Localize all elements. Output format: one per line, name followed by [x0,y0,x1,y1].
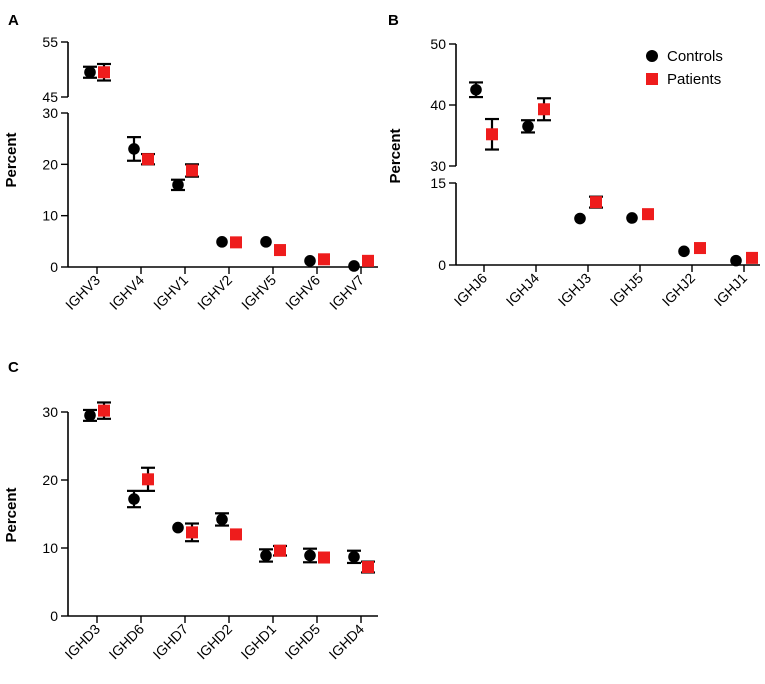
panel-b-controls-point [522,120,534,133]
panel-b-controls-point [678,245,690,258]
panel-b-x-label-ighj5: IGHJ5 [607,270,647,310]
panel-a-y-tick-label: 45 [42,89,58,105]
panel-a-controls-point [348,260,360,272]
panel-b-y-tick-label: 30 [430,158,446,174]
panel-a-y-tick-label: 0 [50,259,58,275]
panel-a-x-label-ighv4: IGHV4 [106,272,147,313]
panel-c-x-label-ighd6: IGHD6 [106,621,148,663]
panel-c-patients-point [142,473,154,486]
panel-c-label: C [8,359,19,376]
panel-b-label: B [388,12,399,29]
panel-a-y-tick-label: 10 [42,208,58,224]
panel-a-controls-point [128,143,140,155]
panel-a-patients-point [230,236,242,249]
legend: Controls Patients [646,48,723,88]
panel-c-patients-point [362,561,374,574]
panel-c-x-label-ighd4: IGHD4 [326,621,368,663]
panel-b-y-axis-title: Percent [387,128,404,183]
panel-a-y-tick-label: 55 [42,34,58,50]
panel-a-x-label-ighv5: IGHV5 [238,272,279,313]
panel-c-x-label-ighd5: IGHD5 [282,621,324,663]
panel-a-y-tick-label: 20 [42,156,58,172]
panel-a-y-tick-label: 30 [42,105,58,121]
panel-b-x-label-ighj1: IGHJ1 [711,270,751,310]
panel-a-patients-point [186,164,198,177]
panel-c-y-axis-title: Percent [3,487,20,542]
panel-b-y-tick-label: 0 [438,257,446,273]
legend-controls-label: Controls [667,48,723,65]
panel-b-patients-point [642,208,654,221]
panel-c-patients-point [274,544,286,557]
panel-c-patients-point [230,528,242,541]
panel-b-x-label-ighj2: IGHJ2 [659,270,699,310]
panel-c-x-label-ighd1: IGHD1 [238,621,280,663]
panel-c-patients-point [98,404,110,417]
panel-a-patients-point [318,253,330,266]
panel-c-controls-point [84,409,96,422]
panel-b-patients-point [590,196,602,209]
panel-c-patients-point [318,551,330,564]
panel-b-patients-point [694,242,706,255]
panel-a-y-axis-title: Percent [3,132,20,187]
panel-c-x-label-ighd2: IGHD2 [194,621,236,663]
panel-a-controls-point [260,236,272,248]
panel-c-controls-point [216,513,228,526]
panel-a-patients-point [274,244,286,257]
panel-b-controls-point [470,83,482,96]
panel-c-controls-point [348,551,360,563]
panel-b-controls-point [730,254,742,267]
panel-c-controls-point [260,549,272,562]
panel-a-controls-point [172,179,184,191]
panel-a-x-label-ighv3: IGHV3 [62,272,103,313]
panel-b-y-tick-label: 50 [430,36,446,52]
panel-b-patients-point [486,128,498,141]
panel-c-y-tick-label: 20 [42,472,58,488]
panel-c-patients-point [186,526,198,539]
panel-a-patients-point [142,153,154,166]
panel-a-x-label-ighv6: IGHV6 [282,272,323,313]
panel-c-controls-point [128,493,140,505]
panel-a-controls-point [216,236,228,248]
panel-c-y-tick-label: 0 [50,608,58,624]
panel-b-patients-point [538,103,550,116]
panel-b-y-tick-label: 40 [430,97,446,113]
panel-b-x-label-ighj6: IGHJ6 [451,270,491,310]
panel-a-controls-point [84,66,96,79]
panel-b-x-label-ighj4: IGHJ4 [503,270,543,310]
panel-b-y-tick-label: 15 [430,175,446,191]
legend-patients-label: Patients [667,71,721,88]
panel-c-controls-point [304,549,316,562]
panel-c-x-label-ighd3: IGHD3 [62,621,104,663]
panel-c-x-label-ighd7: IGHD7 [150,621,192,663]
panel-b-controls-point [626,212,638,224]
panel-c-y-tick-label: 30 [42,404,58,420]
panel-b-controls-point [574,212,586,225]
panel-a-x-label-ighv1: IGHV1 [150,272,191,313]
panel-a-x-label-ighv7: IGHV7 [326,272,367,313]
panel-c-y-tick-label: 10 [42,540,58,556]
panel-a-patients-point [98,66,110,79]
panel-b-x-label-ighj3: IGHJ3 [555,270,595,310]
legend-patients-marker [646,73,658,85]
panel-a-controls-point [304,255,316,267]
panel-c-controls-point [172,521,184,534]
panel-a-patients-point [362,254,374,267]
panel-a-x-label-ighv2: IGHV2 [194,272,235,313]
panel-b-patients-point [746,251,758,264]
panel-a-label: A [8,12,19,29]
legend-controls-marker [646,50,658,62]
